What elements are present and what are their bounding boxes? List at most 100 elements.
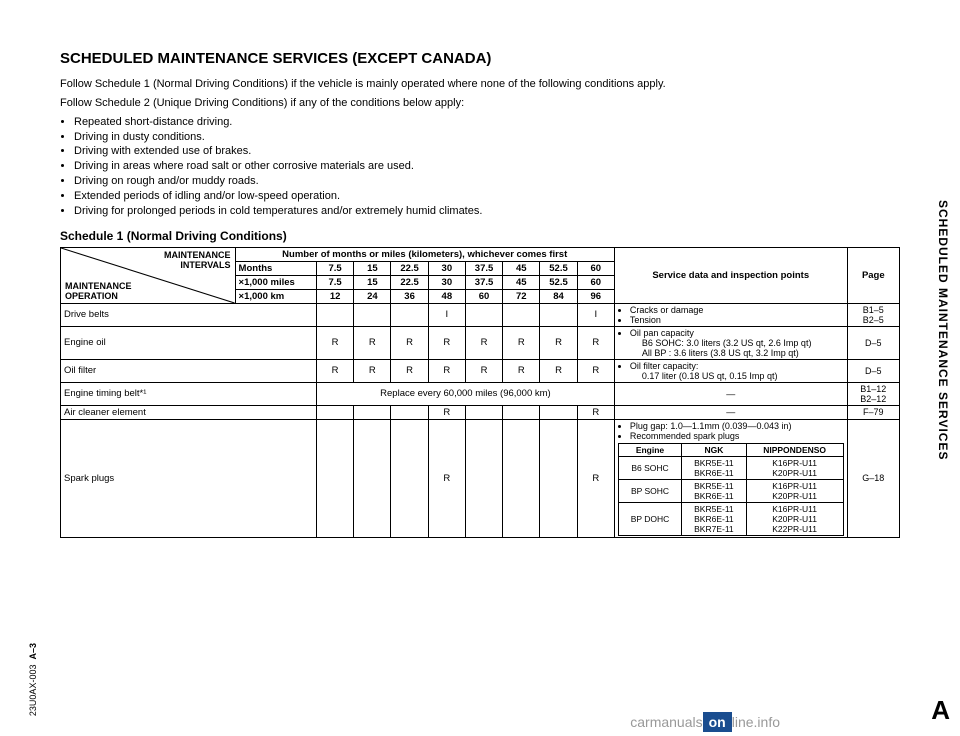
- interval-mark: [354, 405, 391, 419]
- interval-mark: [354, 303, 391, 326]
- maintenance-item: Drive belts: [61, 303, 317, 326]
- maintenance-item: Engine oil: [61, 326, 317, 359]
- interval-value: 60: [577, 275, 614, 289]
- interval-mark: I: [577, 303, 614, 326]
- interval-mark: R: [317, 359, 354, 382]
- interval-mark: R: [577, 419, 614, 537]
- service-data: Cracks or damageTension: [614, 303, 847, 326]
- span-note: Replace every 60,000 miles (96,000 km): [317, 382, 615, 405]
- header-row: Number of months or miles (kilometers), …: [235, 247, 614, 261]
- intro-line-1: Follow Schedule 1 (Normal Driving Condit…: [60, 77, 900, 92]
- interval-mark: R: [577, 359, 614, 382]
- page-title: SCHEDULED MAINTENANCE SERVICES (EXCEPT C…: [60, 50, 900, 67]
- condition-item: Driving with extended use of brakes.: [74, 144, 900, 159]
- interval-mark: R: [391, 326, 428, 359]
- intro-line-2: Follow Schedule 2 (Unique Driving Condit…: [60, 96, 900, 111]
- schedule-title: Schedule 1 (Normal Driving Conditions): [60, 229, 900, 243]
- interval-mark: R: [540, 359, 577, 382]
- interval-mark: [391, 303, 428, 326]
- maintenance-item: Spark plugs: [61, 419, 317, 537]
- interval-mark: R: [317, 326, 354, 359]
- maintenance-item: Engine timing belt*¹: [61, 382, 317, 405]
- interval-mark: R: [465, 359, 502, 382]
- interval-label: ×1,000 miles: [235, 275, 316, 289]
- service-data: Oil pan capacityB6 SOHC: 3.0 liters (3.2…: [614, 326, 847, 359]
- interval-value: 22.5: [391, 261, 428, 275]
- side-text: SCHEDULED MAINTENANCE SERVICES: [936, 200, 950, 460]
- interval-mark: [465, 303, 502, 326]
- service-data: —: [614, 382, 847, 405]
- interval-value: 37.5: [465, 261, 502, 275]
- page-ref: B1–5 B2–5: [847, 303, 899, 326]
- condition-item: Driving for prolonged periods in cold te…: [74, 204, 900, 219]
- condition-item: Repeated short-distance driving.: [74, 115, 900, 130]
- interval-mark: [317, 405, 354, 419]
- interval-value: 7.5: [317, 275, 354, 289]
- page-ref: D–5: [847, 326, 899, 359]
- interval-value: 84: [540, 289, 577, 303]
- interval-mark: [391, 419, 428, 537]
- diagonal-header: MAINTENANCEINTERVALS MAINTENANCEOPERATIO…: [61, 247, 236, 303]
- service-data: —: [614, 405, 847, 419]
- interval-value: 7.5: [317, 261, 354, 275]
- interval-mark: R: [391, 359, 428, 382]
- interval-mark: [540, 419, 577, 537]
- interval-value: 72: [503, 289, 540, 303]
- service-data: Plug gap: 1.0—1.1mm (0.039—0.043 in)Reco…: [614, 419, 847, 537]
- interval-mark: R: [465, 326, 502, 359]
- interval-value: 96: [577, 289, 614, 303]
- interval-value: 45: [503, 261, 540, 275]
- maintenance-item: Air cleaner element: [61, 405, 317, 419]
- interval-value: 52.5: [540, 275, 577, 289]
- interval-mark: [503, 419, 540, 537]
- page-ref: B1–12 B2–12: [847, 382, 899, 405]
- interval-mark: [354, 419, 391, 537]
- interval-mark: R: [428, 419, 465, 537]
- interval-value: 15: [354, 275, 391, 289]
- conditions-list: Repeated short-distance driving.Driving …: [60, 115, 900, 219]
- condition-item: Driving in areas where road salt or othe…: [74, 159, 900, 174]
- watermark: carmanualsonline.info: [630, 712, 780, 732]
- interval-value: 12: [317, 289, 354, 303]
- interval-mark: R: [540, 326, 577, 359]
- page-ref: D–5: [847, 359, 899, 382]
- interval-value: 30: [428, 275, 465, 289]
- interval-mark: [503, 303, 540, 326]
- interval-value: 15: [354, 261, 391, 275]
- interval-value: 60: [577, 261, 614, 275]
- page-ref: F–79: [847, 405, 899, 419]
- condition-item: Extended periods of idling and/or low-sp…: [74, 189, 900, 204]
- interval-value: 24: [354, 289, 391, 303]
- interval-value: 52.5: [540, 261, 577, 275]
- interval-mark: R: [354, 359, 391, 382]
- section-letter: A: [931, 695, 950, 726]
- interval-mark: R: [428, 405, 465, 419]
- interval-value: 30: [428, 261, 465, 275]
- interval-mark: [540, 303, 577, 326]
- interval-mark: [465, 405, 502, 419]
- interval-mark: [465, 419, 502, 537]
- interval-value: 45: [503, 275, 540, 289]
- interval-mark: R: [577, 326, 614, 359]
- service-data: Oil filter capacity:0.17 liter (0.18 US …: [614, 359, 847, 382]
- maintenance-item: Oil filter: [61, 359, 317, 382]
- interval-mark: [503, 405, 540, 419]
- interval-mark: [391, 405, 428, 419]
- page-header: Page: [847, 247, 899, 303]
- maintenance-table: MAINTENANCEINTERVALS MAINTENANCEOPERATIO…: [60, 247, 900, 538]
- interval-mark: I: [428, 303, 465, 326]
- service-header: Service data and inspection points: [614, 247, 847, 303]
- condition-item: Driving on rough and/or muddy roads.: [74, 174, 900, 189]
- interval-mark: R: [577, 405, 614, 419]
- condition-item: Driving in dusty conditions.: [74, 130, 900, 145]
- page-ref: G–18: [847, 419, 899, 537]
- footer-code: 23U0AX-003 A–3: [28, 643, 38, 716]
- interval-label: ×1,000 km: [235, 289, 316, 303]
- interval-mark: R: [428, 359, 465, 382]
- interval-mark: R: [428, 326, 465, 359]
- interval-mark: [540, 405, 577, 419]
- interval-value: 60: [465, 289, 502, 303]
- interval-label: Months: [235, 261, 316, 275]
- interval-mark: [317, 419, 354, 537]
- interval-mark: R: [503, 359, 540, 382]
